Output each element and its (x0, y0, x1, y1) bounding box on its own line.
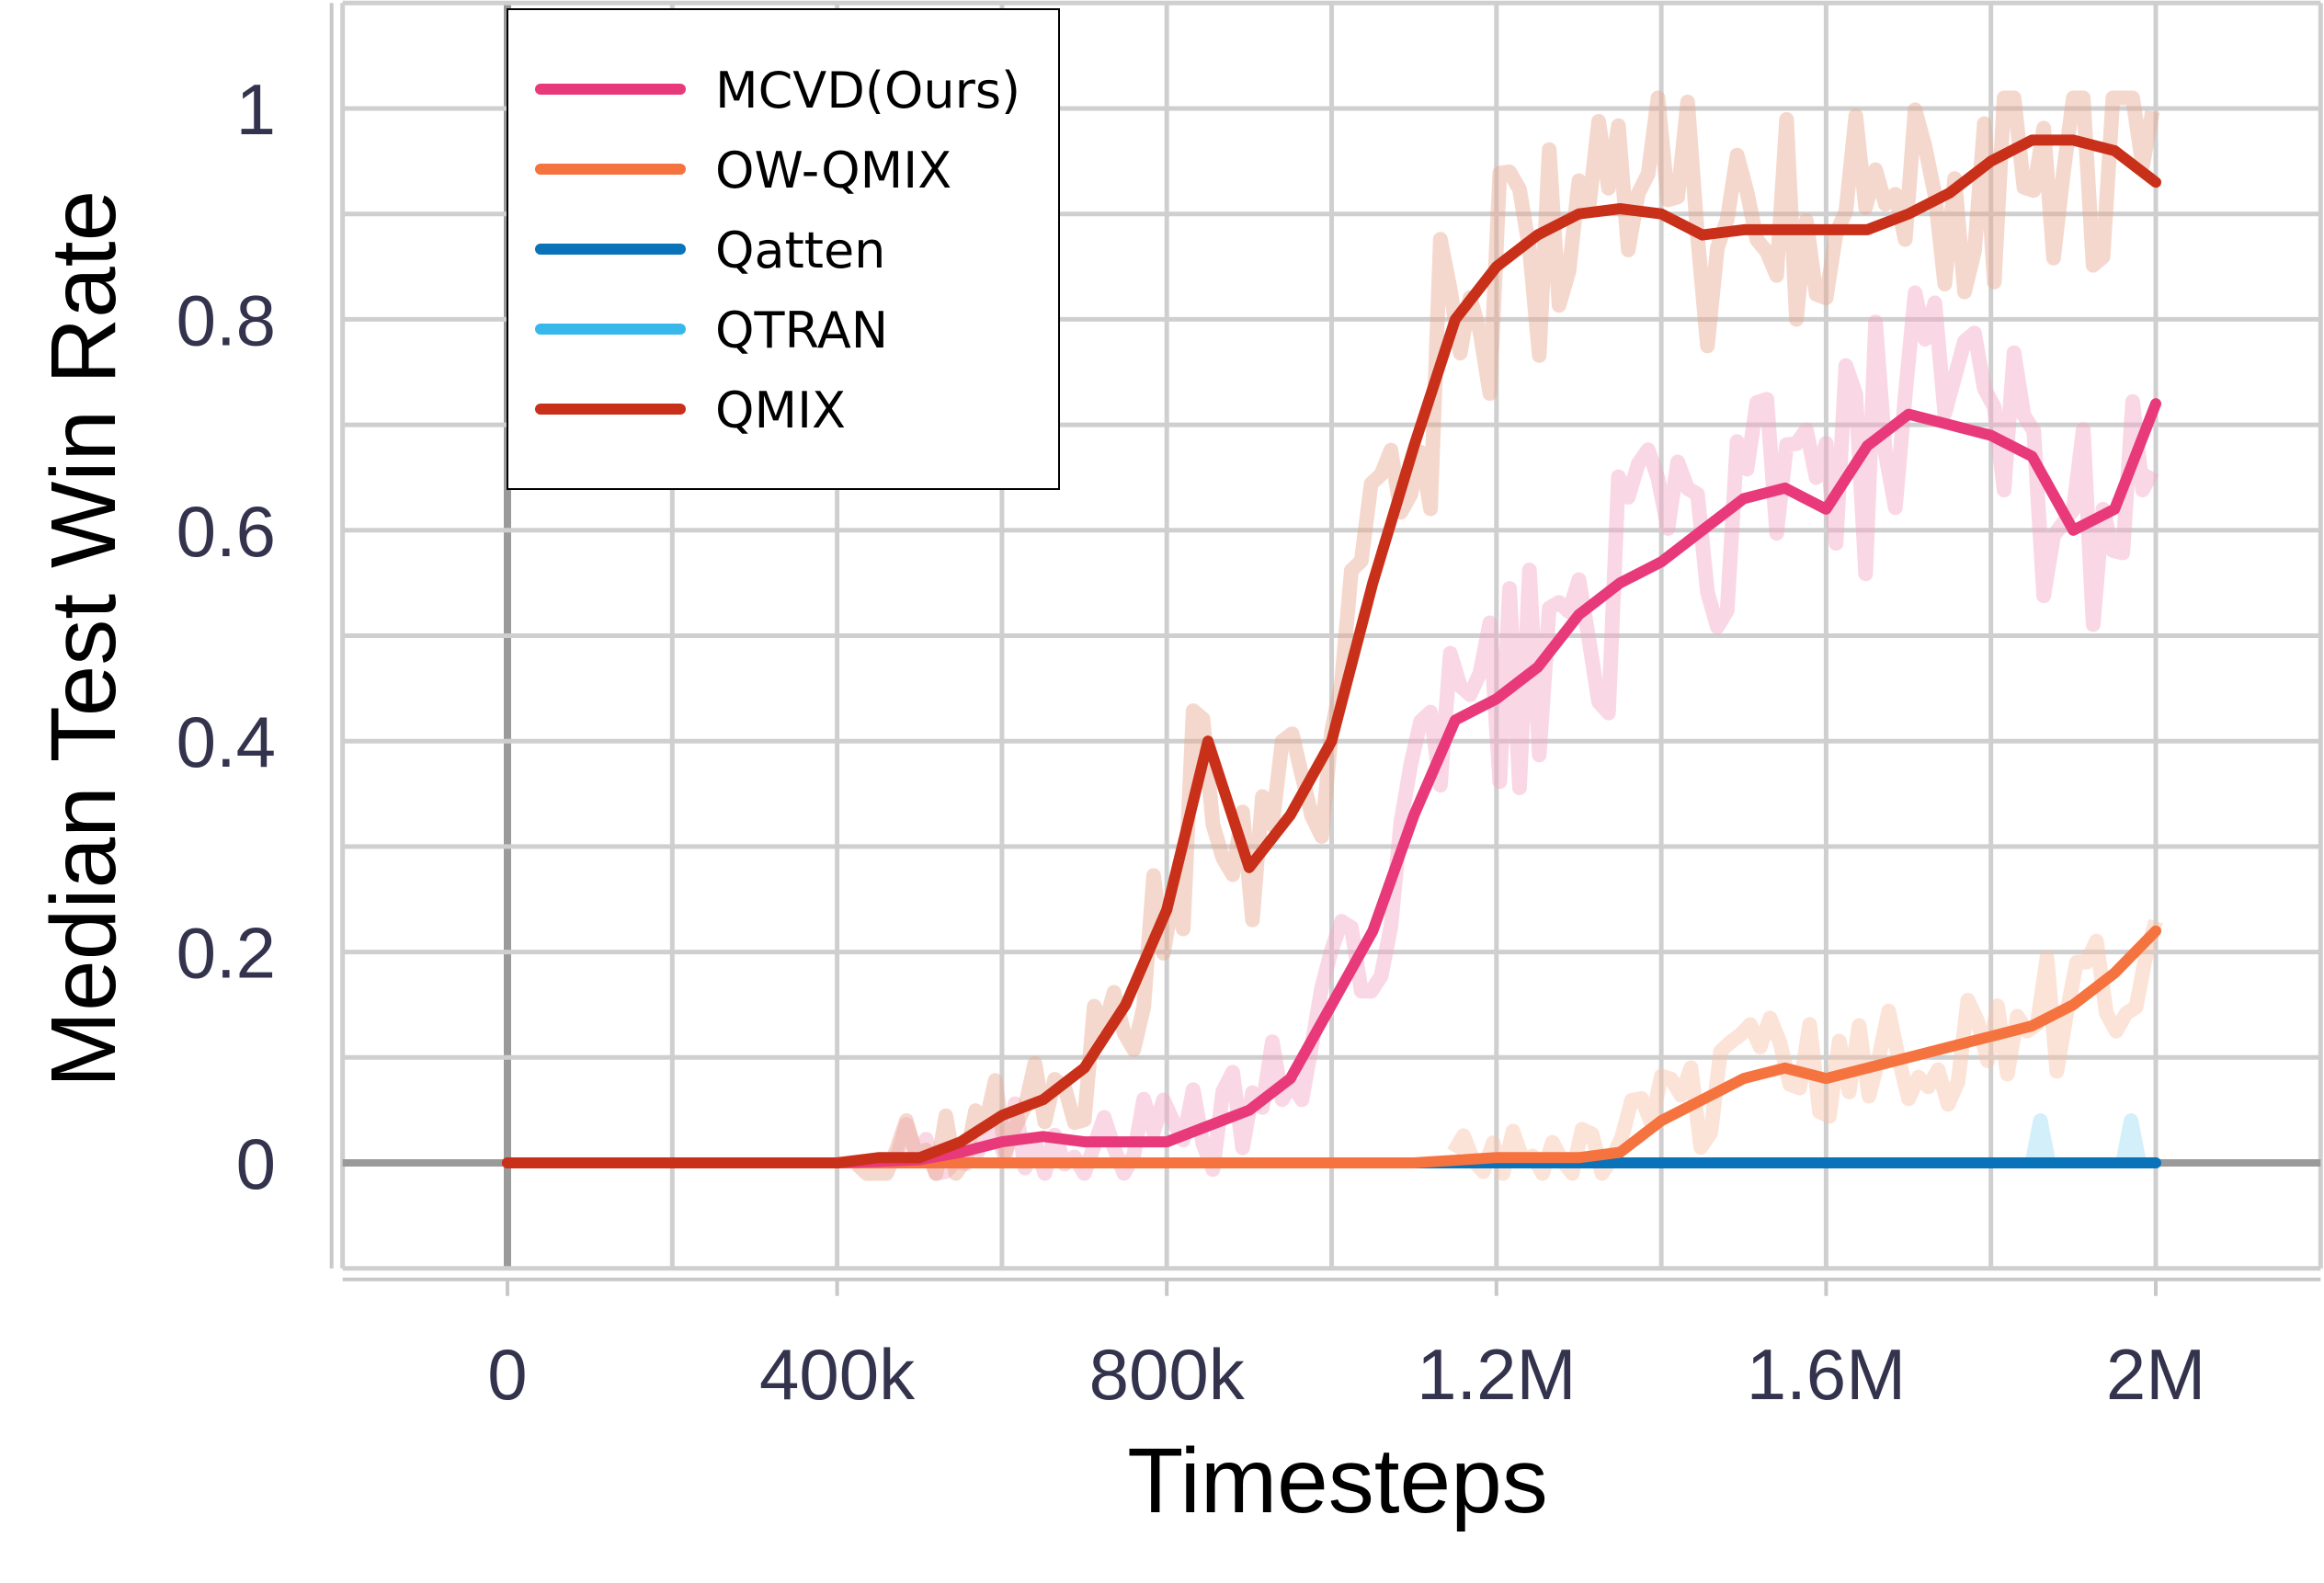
legend-label: OW-QMIX (715, 142, 951, 199)
y-axis-title: Median Test Win Rate (32, 190, 135, 1088)
x-tick-label: 800k (1089, 1334, 1246, 1415)
series-line-ow-qmix (502, 925, 2161, 1168)
x-tick-label: 1.6M (1747, 1334, 1906, 1415)
series-lines (502, 134, 2161, 1168)
band-ow-qmix (1447, 918, 2163, 1181)
series-line-qmix (502, 134, 2161, 1168)
y-axis-ticks: 0 0.2 0.4 0.6 0.8 1 (177, 69, 276, 1204)
y-tick-label: 0.6 (177, 491, 276, 572)
x-axis-title: Timesteps (1127, 1429, 1548, 1532)
legend-label: Qatten (715, 222, 885, 279)
legend: MCVD(Ours) OW-QMIX Qatten QTRAN QMIX (507, 8, 1060, 490)
legend-label: MCVD(Ours) (715, 62, 1020, 120)
band-qmix (851, 90, 2160, 1181)
y-tick-label: 0.8 (177, 279, 276, 360)
x-tick-label: 400k (759, 1334, 916, 1415)
y-tick-label: 1 (236, 69, 276, 150)
x-tick-label: 1.2M (1417, 1334, 1576, 1415)
y-tick-label: 0 (236, 1123, 276, 1204)
legend-label: QMIX (715, 382, 846, 439)
y-tick-label: 0.2 (177, 913, 276, 994)
series-line-mcvd-ours- (502, 398, 2161, 1168)
x-tick-label: 2M (2106, 1334, 2205, 1415)
legend-label: QTRAN (715, 302, 888, 359)
y-tick-label: 0.4 (177, 701, 276, 782)
band-qtran (2024, 1113, 2147, 1165)
x-tick-label: 0 (487, 1334, 527, 1415)
x-axis-ticks: 0 400k 800k 1.2M 1.6M 2M (487, 1279, 2205, 1415)
